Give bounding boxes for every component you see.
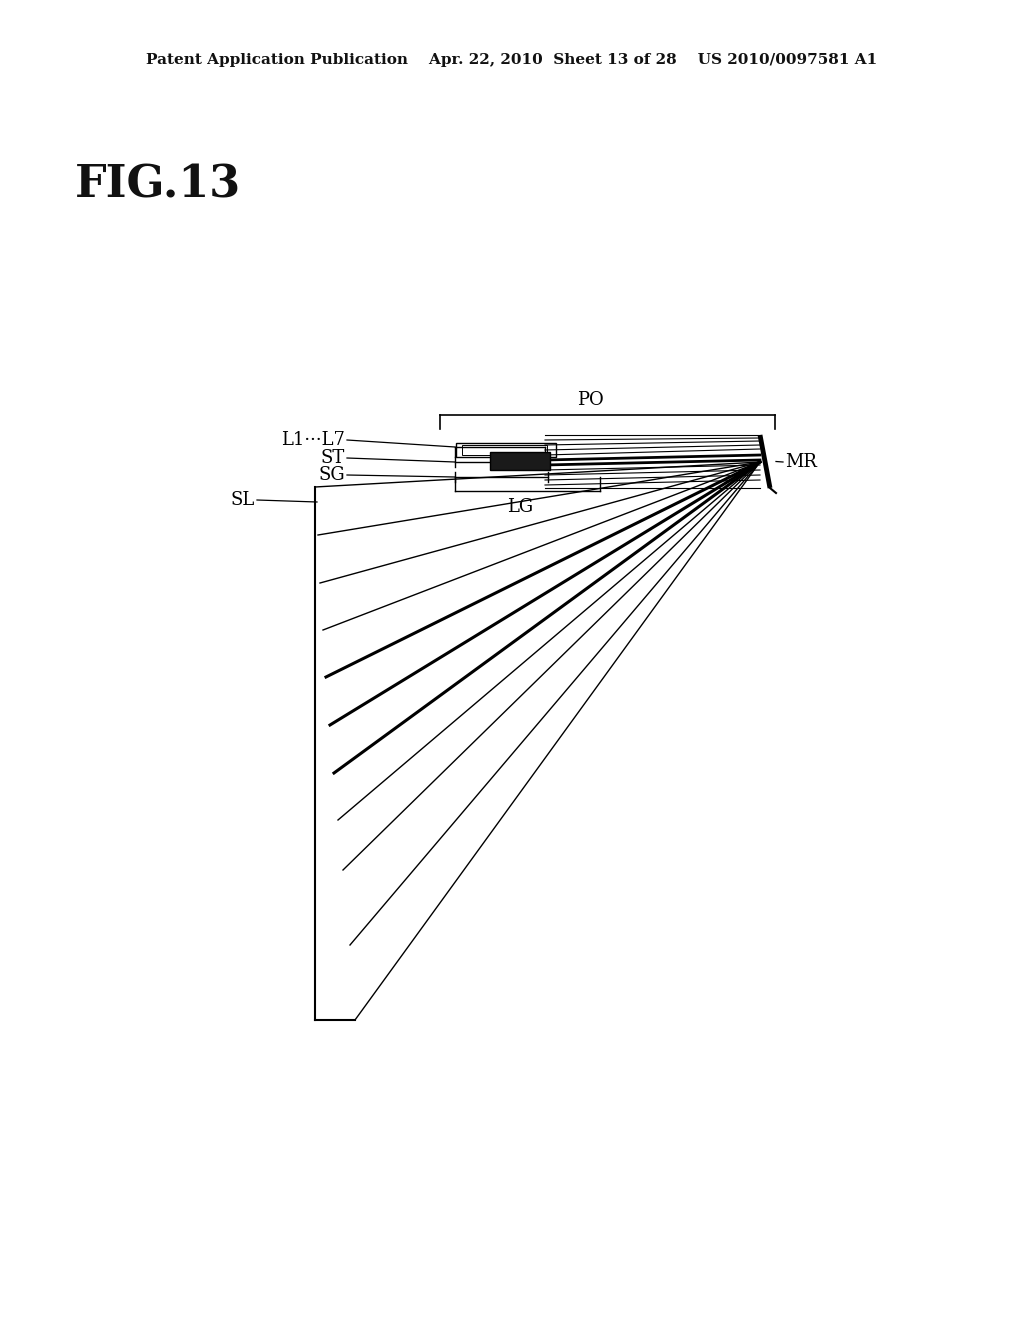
Text: L1···L7: L1···L7	[282, 432, 345, 449]
Bar	[462, 445, 547, 455]
Text: FIG.13: FIG.13	[75, 164, 242, 206]
Text: MR: MR	[785, 453, 817, 471]
Text: SL: SL	[230, 491, 255, 510]
Bar	[456, 444, 556, 457]
Text: LG: LG	[507, 498, 534, 516]
Text: PO: PO	[577, 391, 603, 409]
Text: ST: ST	[321, 449, 345, 467]
Text: Patent Application Publication    Apr. 22, 2010  Sheet 13 of 28    US 2010/00975: Patent Application Publication Apr. 22, …	[146, 53, 878, 67]
Bar	[490, 451, 550, 470]
Text: SG: SG	[318, 466, 345, 484]
